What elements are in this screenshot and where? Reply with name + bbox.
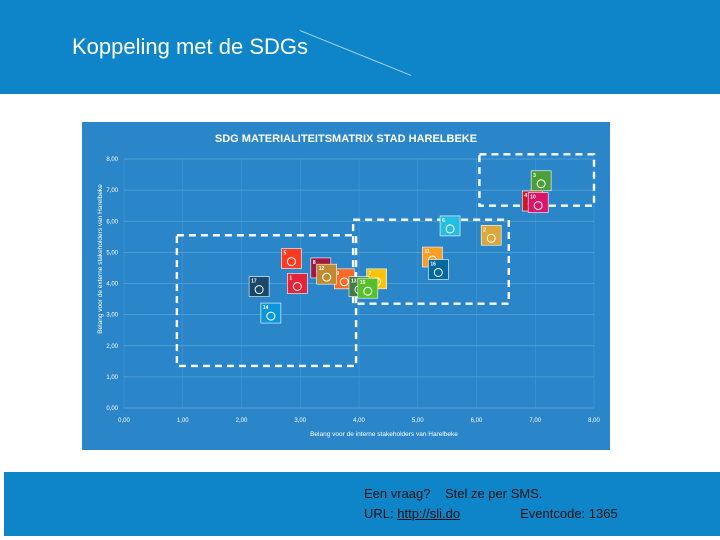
sdg-number: 7 [369, 271, 372, 277]
x-tick-label: 0,00 [118, 418, 130, 424]
y-tick-label: 6,00 [106, 219, 118, 225]
sdg-number: 2 [483, 227, 486, 233]
sdg-number: 12 [319, 266, 325, 272]
y-axis-label: Belang voor de externe stakeholders van … [97, 184, 104, 334]
y-tick-label: 7,00 [106, 188, 118, 194]
header-bar [0, 0, 720, 94]
sdg-number: 15 [360, 280, 366, 286]
x-axis-label: Belang voor de interne stakeholders van … [310, 431, 458, 438]
sdg-number: 17 [251, 279, 257, 285]
x-tick-label: 2,00 [236, 418, 248, 424]
footer-question-row: Een vraag? Stel ze per SMS. [364, 484, 618, 504]
sdg-2-icon: 2 [480, 224, 502, 246]
chart-title: SDG MATERIALITEITSMATRIX STAD HARELBEKE [215, 133, 477, 145]
matrix-chart: 0,00 1,00 2,00 3,00 4,00 5,00 6,00 7,00 8,00 0,00… [97, 133, 600, 438]
y-tick-label: 5,00 [106, 250, 118, 256]
sdg-3-icon: 3 [530, 170, 552, 192]
footer-bar [4, 472, 720, 536]
y-tick-label: 8,00 [106, 157, 118, 163]
footer-url-row: URL: http://sli.do Eventcode: 1365 [364, 504, 618, 524]
x-tick-label: 5,00 [412, 418, 424, 424]
priority-region-3 [478, 153, 596, 207]
x-tick-label: 8,00 [588, 418, 600, 424]
sdg-materiality-matrix: 0,00 1,00 2,00 3,00 4,00 5,00 6,00 7,00 8,00 0,00… [82, 122, 610, 450]
region-layer [175, 153, 596, 368]
footer-text: Een vraag? Stel ze per SMS. URL: http://… [364, 484, 618, 524]
sdg-17-icon: 17 [248, 276, 270, 297]
sdg-14-icon: 14 [260, 302, 282, 324]
sdg-number: 10 [530, 195, 536, 201]
x-tick-label: 6,00 [471, 418, 483, 424]
x-tick-label: 1,00 [177, 418, 189, 424]
sdg-12-icon: 12 [316, 263, 337, 285]
priority-region-2 [351, 218, 511, 305]
sdg-number: 16 [430, 261, 436, 267]
sdg-number: 13 [351, 279, 357, 285]
sdg-5-icon: 5 [281, 248, 302, 269]
x-tick-label: 3,00 [294, 418, 306, 424]
slide-title: Koppeling met de SDGs [72, 34, 309, 59]
x-tick-label: 7,00 [529, 418, 541, 424]
y-tick-label: 4,00 [106, 282, 118, 288]
sdg-number: 3 [533, 173, 536, 179]
sdg-number: 9 [336, 271, 339, 277]
sdg-10-icon: 10 [527, 192, 549, 213]
sdg-number: 11 [424, 249, 430, 255]
sdg-1-icon: 1 [287, 273, 308, 294]
sdg-number: 14 [263, 305, 269, 311]
sdg-6-icon: 6 [439, 215, 461, 237]
sdg-15-icon: 15 [357, 277, 379, 299]
sdg-number: 8 [313, 260, 316, 266]
sdg-number: 1 [289, 276, 292, 282]
sdg-number: 4 [524, 193, 527, 199]
x-tick-label: 4,00 [353, 418, 365, 424]
y-tick-label: 2,00 [106, 344, 118, 350]
sdg-number: 6 [442, 218, 445, 224]
sdg-number: 5 [283, 251, 286, 257]
footer-question: Een vraag? Stel ze per SMS. [364, 486, 543, 501]
url-label: URL: [364, 506, 394, 521]
y-tick-label: 0,00 [106, 406, 118, 412]
y-tick-label: 1,00 [106, 375, 118, 381]
priority-region-1 [175, 234, 358, 368]
sli-do-link[interactable]: http://sli.do [397, 506, 461, 521]
y-tick-label: 3,00 [106, 313, 118, 319]
event-code: Eventcode: 1365 [520, 506, 618, 521]
sdg-16-icon: 16 [428, 259, 449, 280]
